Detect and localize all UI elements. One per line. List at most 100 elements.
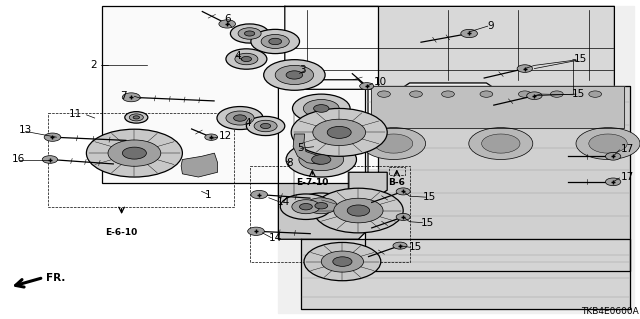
Circle shape bbox=[248, 227, 264, 235]
Text: 3: 3 bbox=[300, 64, 306, 75]
Circle shape bbox=[589, 91, 602, 97]
Circle shape bbox=[314, 188, 403, 233]
Circle shape bbox=[393, 242, 407, 249]
Bar bbox=[102, 6, 378, 183]
Text: E-7-10: E-7-10 bbox=[296, 178, 328, 187]
Text: 17: 17 bbox=[621, 144, 634, 154]
Circle shape bbox=[292, 200, 320, 214]
Circle shape bbox=[313, 119, 365, 145]
Text: 10: 10 bbox=[374, 77, 387, 87]
Circle shape bbox=[481, 134, 520, 153]
Text: 5: 5 bbox=[298, 143, 304, 153]
Text: 15: 15 bbox=[572, 89, 585, 99]
Circle shape bbox=[269, 38, 282, 45]
Polygon shape bbox=[371, 86, 624, 128]
Text: 15: 15 bbox=[408, 242, 422, 252]
Text: 16: 16 bbox=[12, 154, 25, 165]
Text: B-6: B-6 bbox=[388, 178, 405, 187]
Circle shape bbox=[396, 188, 410, 195]
Text: 14: 14 bbox=[277, 197, 291, 207]
Circle shape bbox=[291, 108, 387, 156]
Circle shape bbox=[246, 116, 285, 136]
Circle shape bbox=[303, 100, 339, 117]
Circle shape bbox=[251, 190, 268, 199]
Text: 14: 14 bbox=[269, 233, 282, 243]
Circle shape bbox=[86, 129, 182, 177]
Circle shape bbox=[360, 83, 374, 90]
Text: 1: 1 bbox=[205, 189, 211, 200]
Circle shape bbox=[235, 53, 258, 65]
Circle shape bbox=[219, 20, 236, 28]
Text: 11: 11 bbox=[68, 109, 82, 119]
Circle shape bbox=[517, 65, 532, 72]
Circle shape bbox=[205, 134, 218, 140]
Circle shape bbox=[244, 31, 255, 36]
Circle shape bbox=[334, 198, 383, 223]
Polygon shape bbox=[285, 6, 614, 89]
Circle shape bbox=[226, 49, 267, 69]
Circle shape bbox=[129, 114, 143, 121]
Circle shape bbox=[605, 178, 621, 186]
Text: FR.: FR. bbox=[46, 273, 65, 283]
Circle shape bbox=[442, 91, 454, 97]
Circle shape bbox=[241, 56, 252, 62]
Circle shape bbox=[314, 105, 329, 112]
Text: 15: 15 bbox=[574, 54, 588, 64]
Circle shape bbox=[410, 91, 422, 97]
Circle shape bbox=[133, 116, 140, 119]
Circle shape bbox=[576, 128, 640, 160]
Text: 17: 17 bbox=[621, 172, 634, 182]
Circle shape bbox=[396, 213, 410, 220]
Circle shape bbox=[217, 107, 263, 130]
Circle shape bbox=[480, 91, 493, 97]
Circle shape bbox=[234, 115, 246, 121]
Circle shape bbox=[468, 128, 532, 160]
Text: 12: 12 bbox=[219, 131, 232, 141]
Circle shape bbox=[280, 194, 332, 219]
Bar bbox=[48, 113, 234, 207]
Circle shape bbox=[374, 134, 413, 153]
Circle shape bbox=[378, 91, 390, 97]
Text: 6: 6 bbox=[224, 14, 230, 24]
Circle shape bbox=[260, 123, 271, 129]
Circle shape bbox=[254, 120, 277, 132]
Polygon shape bbox=[278, 80, 368, 239]
Circle shape bbox=[238, 28, 261, 39]
Circle shape bbox=[300, 204, 312, 210]
Circle shape bbox=[42, 156, 58, 163]
Text: 4: 4 bbox=[244, 118, 251, 128]
Text: 7: 7 bbox=[120, 91, 127, 101]
Text: 15: 15 bbox=[422, 192, 436, 202]
Bar bbox=[250, 166, 410, 262]
Circle shape bbox=[550, 91, 563, 97]
Circle shape bbox=[286, 142, 356, 177]
Polygon shape bbox=[301, 239, 630, 309]
Circle shape bbox=[321, 251, 364, 272]
Circle shape bbox=[304, 242, 381, 281]
Circle shape bbox=[264, 60, 325, 90]
Circle shape bbox=[362, 128, 426, 160]
Circle shape bbox=[299, 148, 344, 171]
Circle shape bbox=[518, 91, 531, 97]
Polygon shape bbox=[365, 86, 630, 271]
Circle shape bbox=[348, 205, 370, 216]
Text: 13: 13 bbox=[19, 125, 33, 135]
Circle shape bbox=[108, 140, 161, 166]
Circle shape bbox=[44, 133, 61, 141]
Circle shape bbox=[125, 112, 148, 123]
Circle shape bbox=[327, 126, 351, 138]
Polygon shape bbox=[278, 6, 634, 313]
Circle shape bbox=[312, 155, 331, 164]
Circle shape bbox=[315, 203, 328, 209]
Text: 9: 9 bbox=[488, 21, 494, 31]
Circle shape bbox=[122, 147, 147, 159]
Text: TKB4E0600A: TKB4E0600A bbox=[581, 307, 639, 315]
Circle shape bbox=[605, 152, 621, 160]
Circle shape bbox=[589, 134, 627, 153]
Circle shape bbox=[461, 29, 477, 38]
Circle shape bbox=[230, 24, 269, 43]
Circle shape bbox=[122, 93, 140, 102]
Circle shape bbox=[305, 198, 337, 214]
Circle shape bbox=[292, 94, 350, 123]
Polygon shape bbox=[349, 172, 387, 198]
